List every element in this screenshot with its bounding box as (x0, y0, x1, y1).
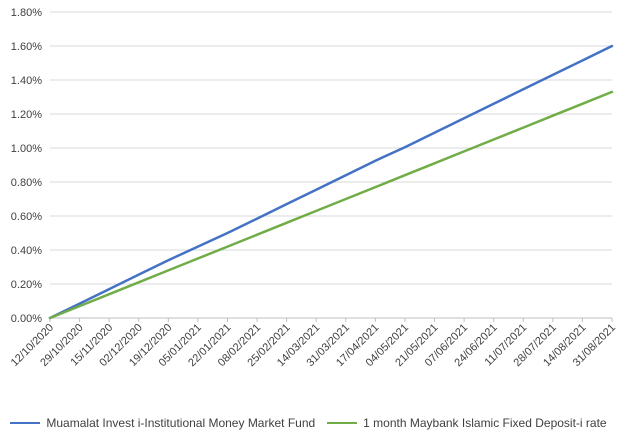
y-axis: 0.00% 0.20% 0.40% 0.60% 0.80% 1.00% 1.20% 1.40%… (11, 7, 42, 325)
grid-lines (50, 11, 612, 319)
y-tick-label: 0.00% (11, 313, 42, 325)
legend-label-maybank: 1 month Maybank Islamic Fixed Deposit-i … (363, 416, 607, 430)
legend-swatch-blue (10, 422, 41, 424)
y-tick-label: 1.60% (11, 41, 42, 53)
y-tick-label: 0.20% (11, 279, 42, 291)
x-axis: 12/10/202029/10/202015/11/202002/12/2020… (9, 317, 617, 369)
y-tick-label: 1.80% (11, 7, 42, 19)
legend-label-muamalat: Muamalat Invest i-Institutional Money Ma… (46, 416, 316, 430)
series-line-muamalat (48, 44, 614, 320)
y-tick-label: 0.80% (11, 177, 42, 189)
series-lines (48, 44, 614, 320)
y-tick-label: 1.00% (11, 143, 42, 155)
legend: Muamalat Invest i-Institutional Money Ma… (0, 416, 617, 430)
y-tick-label: 0.60% (11, 211, 42, 223)
y-tick-label: 0.40% (11, 245, 42, 257)
series-line-maybank (48, 90, 614, 320)
y-tick-label: 1.20% (11, 109, 42, 121)
legend-item-muamalat: Muamalat Invest i-Institutional Money Ma… (10, 416, 315, 430)
y-tick-label: 1.40% (11, 75, 42, 87)
legend-swatch-green (327, 422, 358, 424)
legend-item-maybank: 1 month Maybank Islamic Fixed Deposit-i … (327, 416, 607, 430)
